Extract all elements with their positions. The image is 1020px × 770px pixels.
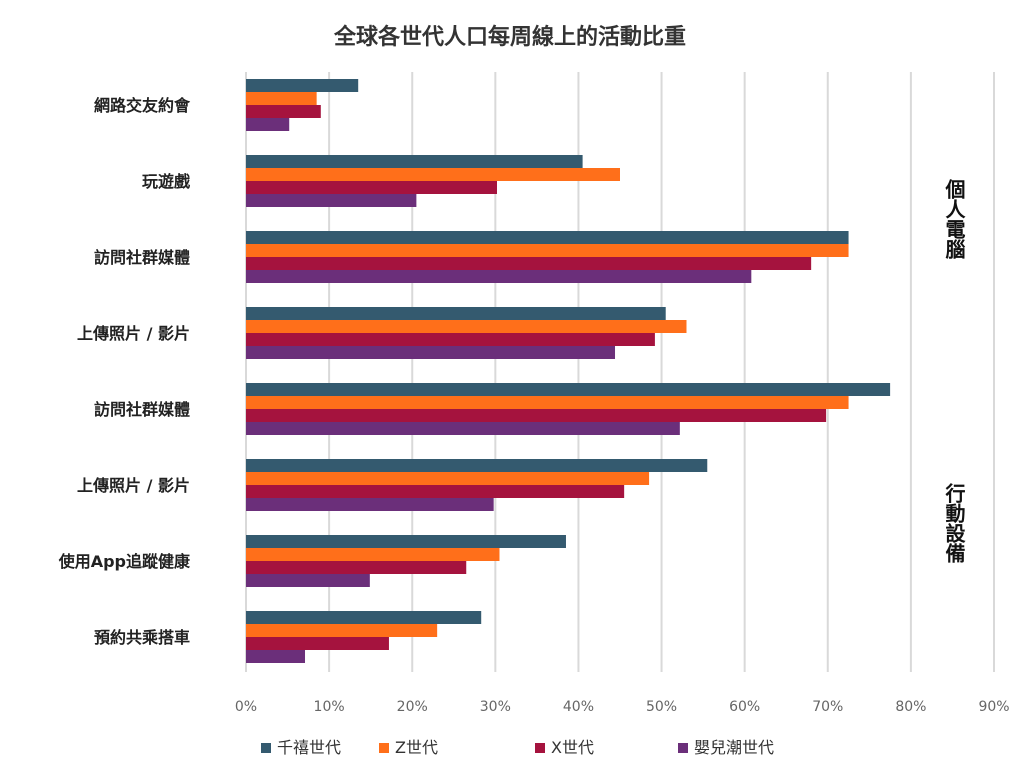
bar <box>246 383 891 396</box>
bar <box>246 155 583 168</box>
bar <box>246 168 620 181</box>
category-label: 使用App追蹤健康 <box>58 552 191 571</box>
bar <box>246 270 752 283</box>
x-axis-ticks: 0% 10% 20% 30% 40% 50% 60% 70% 80% 90% <box>235 699 1010 715</box>
bar <box>246 396 849 409</box>
legend-swatch <box>379 743 389 753</box>
bar <box>246 231 849 244</box>
group-label: 個人電腦 <box>942 179 966 260</box>
chart-title: 全球各世代人口每周線上的活動比重 <box>333 24 686 50</box>
x-tick-label: 70% <box>812 699 843 715</box>
bar <box>246 624 438 637</box>
x-tick-label: 50% <box>646 699 677 715</box>
legend-swatch <box>678 743 688 753</box>
bar <box>246 637 389 650</box>
bar <box>246 105 321 118</box>
bar <box>246 561 467 574</box>
x-tick-label: 10% <box>314 699 345 715</box>
category-label: 網路交友約會 <box>94 96 191 115</box>
bar <box>246 257 812 270</box>
legend-label: 千禧世代 <box>277 738 341 757</box>
bar <box>246 194 417 207</box>
bar <box>246 485 625 498</box>
x-tick-label: 60% <box>729 699 760 715</box>
bar <box>246 409 827 422</box>
category-label: 訪問社群媒體 <box>94 248 190 267</box>
bar <box>246 92 317 105</box>
bar <box>246 498 494 511</box>
bar <box>246 535 566 548</box>
bars <box>246 79 891 663</box>
legend-swatch <box>535 743 545 753</box>
bar <box>246 244 849 257</box>
legend-label: 嬰兒潮世代 <box>694 738 774 757</box>
bar <box>246 118 290 131</box>
category-label: 玩遊戲 <box>142 172 191 191</box>
category-label: 預約共乘搭車 <box>94 628 190 647</box>
x-tick-label: 40% <box>563 699 594 715</box>
category-label: 訪問社群媒體 <box>94 400 190 419</box>
bar <box>246 307 666 320</box>
x-tick-label: 0% <box>235 699 257 715</box>
x-tick-label: 90% <box>978 699 1009 715</box>
group-label: 行動設備 <box>942 482 966 563</box>
bar <box>246 611 482 624</box>
bar <box>246 79 359 92</box>
bar <box>246 574 370 587</box>
bar <box>246 346 616 359</box>
bar <box>246 459 708 472</box>
legend-swatch <box>261 743 271 753</box>
bar <box>246 650 306 663</box>
category-label: 上傳照片 / 影片 <box>77 324 190 343</box>
category-label: 上傳照片 / 影片 <box>77 476 190 495</box>
bar <box>246 548 500 561</box>
legend-label: Z世代 <box>395 738 438 757</box>
x-tick-label: 30% <box>480 699 511 715</box>
legend-label: X世代 <box>551 738 594 757</box>
x-tick-label: 20% <box>397 699 428 715</box>
x-tick-label: 80% <box>895 699 926 715</box>
bar <box>246 181 497 194</box>
bar <box>246 422 680 435</box>
legend: 千禧世代 Z世代 X世代 嬰兒潮世代 <box>261 738 774 757</box>
bar <box>246 472 650 485</box>
bar <box>246 320 687 333</box>
bar <box>246 333 655 346</box>
